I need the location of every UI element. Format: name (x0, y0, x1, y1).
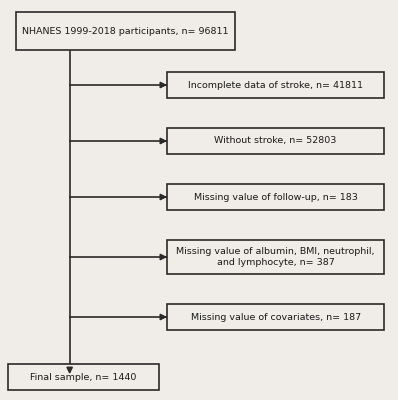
FancyBboxPatch shape (8, 364, 159, 390)
Text: Missing value of albumin, BMI, neutrophil,
and lymphocyte, n= 387: Missing value of albumin, BMI, neutrophi… (176, 246, 375, 267)
Text: Missing value of follow-up, n= 183: Missing value of follow-up, n= 183 (194, 192, 357, 202)
FancyBboxPatch shape (16, 12, 235, 50)
FancyBboxPatch shape (167, 240, 384, 274)
FancyBboxPatch shape (167, 128, 384, 154)
Text: Missing value of covariates, n= 187: Missing value of covariates, n= 187 (191, 312, 361, 322)
Text: Without stroke, n= 52803: Without stroke, n= 52803 (215, 136, 337, 146)
Text: Final sample, n= 1440: Final sample, n= 1440 (30, 372, 137, 382)
FancyBboxPatch shape (167, 304, 384, 330)
Text: Incomplete data of stroke, n= 41811: Incomplete data of stroke, n= 41811 (188, 80, 363, 90)
FancyBboxPatch shape (167, 72, 384, 98)
Text: NHANES 1999-2018 participants, n= 96811: NHANES 1999-2018 participants, n= 96811 (22, 26, 228, 36)
FancyBboxPatch shape (167, 184, 384, 210)
